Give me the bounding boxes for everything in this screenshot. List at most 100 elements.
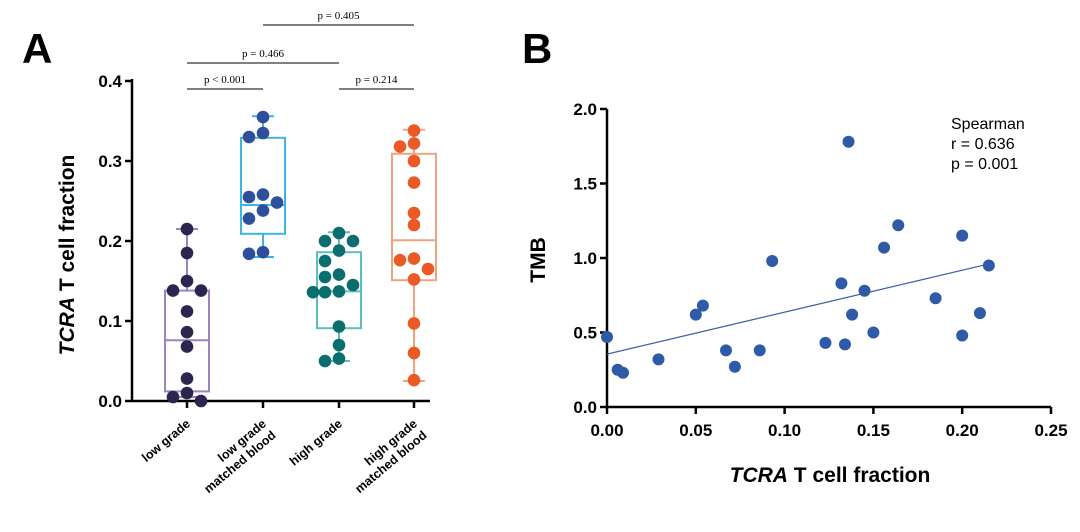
data-point — [407, 154, 421, 168]
data-point — [719, 344, 732, 357]
data-point — [407, 206, 421, 220]
panel-a-y-axis-label: TCRA T cell fraction — [56, 155, 79, 356]
panel-a-label: A — [22, 25, 52, 72]
data-point — [346, 234, 360, 248]
data-point — [318, 254, 332, 268]
x-tick-label: 0.15 — [857, 421, 890, 440]
panel-b-label: B — [522, 25, 552, 72]
data-point — [194, 394, 208, 408]
data-point — [407, 124, 421, 137]
panel-b: B TMB TCRA T cell fraction 0.0 0.5 1.0 1.5 2… — [522, 25, 1068, 487]
data-point — [973, 307, 986, 320]
data-point — [242, 130, 256, 144]
regression-line — [606, 263, 989, 355]
data-point — [819, 336, 832, 349]
x-tick-label: 0.10 — [768, 421, 801, 440]
data-point — [393, 140, 407, 153]
data-point — [256, 245, 270, 259]
data-point — [180, 340, 194, 353]
data-point — [766, 254, 779, 267]
data-point — [601, 330, 613, 343]
data-point — [982, 259, 995, 272]
data-point — [842, 135, 855, 148]
y-tick-label: 2.0 — [573, 100, 597, 119]
data-point — [332, 268, 346, 281]
data-point — [318, 234, 332, 248]
data-point — [728, 360, 741, 373]
correlation-stat: p = 0.001 — [951, 156, 1018, 173]
x-category-label: low gradematched blood — [192, 417, 279, 496]
correlation-stat: r = 0.636 — [951, 136, 1015, 153]
data-point — [166, 284, 180, 297]
data-point — [407, 373, 421, 387]
data-point — [616, 366, 629, 379]
y-tick-label: 0.3 — [98, 152, 122, 171]
data-point — [929, 292, 942, 305]
data-point — [696, 299, 709, 312]
data-point — [332, 338, 346, 352]
y-tick-label: 0.5 — [573, 324, 597, 343]
panel-a-plot-area: 0.0 0.1 0.2 0.3 0.4 low grade low gradematched… — [98, 10, 437, 496]
panel-b-plot-area: 0.0 0.5 1.0 1.5 2.0 0.00 0.05 0.10 0.15 0.20 0.25 S… — [573, 100, 1067, 440]
data-point — [421, 262, 435, 276]
data-point — [846, 308, 859, 321]
significance-label: p = 0.405 — [318, 10, 360, 22]
data-point — [332, 244, 346, 257]
significance-label: p = 0.214 — [356, 74, 398, 86]
data-point — [256, 188, 270, 201]
data-point — [393, 253, 407, 267]
panel-b-x-axis-label: TCRA T cell fraction — [730, 464, 931, 487]
panel-b-y-axis-label: TMB — [527, 237, 550, 283]
x-tick-label: 0.05 — [679, 421, 712, 440]
x-tick-label: 0.25 — [1034, 421, 1067, 440]
data-point — [166, 390, 180, 404]
data-point — [180, 372, 194, 385]
data-point — [407, 317, 421, 330]
data-point — [180, 305, 194, 318]
data-point — [407, 176, 421, 189]
y-tick-label: 0.1 — [98, 312, 122, 331]
data-point — [753, 344, 766, 357]
data-point — [407, 346, 421, 360]
data-point — [332, 285, 346, 298]
y-tick-label: 0.0 — [98, 392, 122, 411]
x-category-label-line: low grade — [139, 417, 193, 465]
data-point — [878, 241, 891, 254]
data-point — [858, 284, 871, 297]
data-point — [180, 325, 194, 339]
data-point — [180, 274, 194, 288]
y-tick-label: 1.5 — [573, 175, 597, 194]
y-tick-label: 0.2 — [98, 232, 122, 251]
data-point — [407, 137, 421, 150]
data-point — [256, 204, 270, 217]
data-point — [242, 190, 256, 204]
y-tick-label: 0.4 — [98, 72, 122, 91]
x-category-label-line: high grade — [287, 417, 345, 469]
data-point — [956, 329, 969, 342]
data-point — [407, 252, 421, 265]
data-point — [256, 110, 270, 124]
data-point — [867, 326, 880, 339]
x-tick-label: 0.20 — [946, 421, 979, 440]
x-category-label: high grade — [287, 417, 345, 469]
data-point — [838, 338, 851, 351]
data-point — [242, 247, 256, 261]
data-point — [346, 278, 360, 292]
data-point — [835, 277, 848, 290]
y-tick-label: 1.0 — [573, 249, 597, 268]
data-point — [180, 222, 194, 236]
data-point — [318, 285, 332, 299]
data-point — [318, 270, 332, 284]
data-point — [407, 273, 421, 286]
data-point — [689, 308, 702, 321]
data-point — [332, 352, 346, 365]
x-tick-label: 0.00 — [590, 421, 623, 440]
data-point — [407, 218, 421, 232]
data-point — [318, 354, 332, 368]
panel-a: A TCRA T cell fraction 0.0 0.1 0.2 0.3 0.4 lo… — [22, 10, 437, 496]
x-category-label: high gradematched blood — [343, 417, 430, 496]
data-point — [332, 320, 346, 333]
data-point — [652, 353, 665, 366]
data-point — [956, 229, 969, 242]
